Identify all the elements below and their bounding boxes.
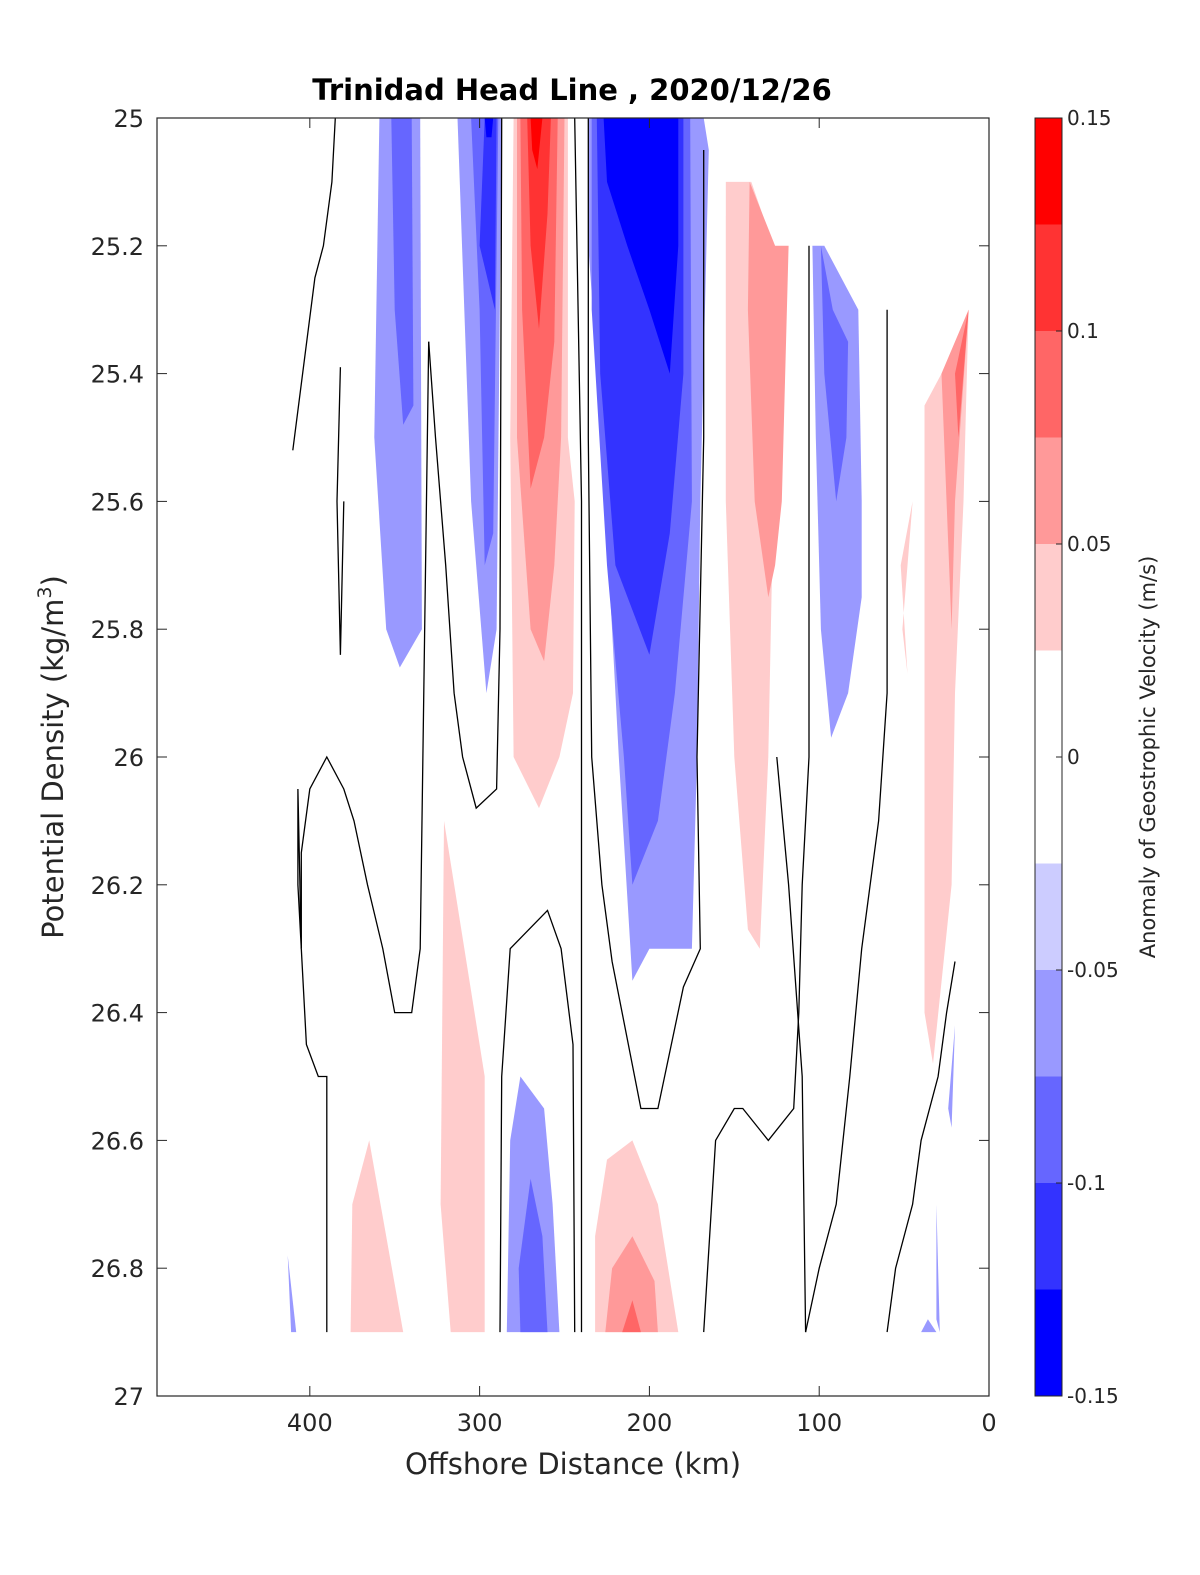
contour-region-red-deep-1 bbox=[440, 820, 485, 1333]
colorbar-tick-label-0.15: 0.15 bbox=[1067, 106, 1112, 130]
axes-box bbox=[156, 117, 990, 1397]
y-tick-label-25.2: 25.2 bbox=[91, 233, 144, 261]
y-tick-label-26.8: 26.8 bbox=[91, 1255, 144, 1283]
zero-contour-line-11 bbox=[804, 309, 888, 1333]
colorbar-tick-label--0.05: -0.05 bbox=[1067, 958, 1119, 982]
zero-contour-line-8 bbox=[703, 245, 810, 1333]
colorbar-segment-0 bbox=[1035, 1289, 1062, 1396]
y-tick-label-25.8: 25.8 bbox=[91, 616, 144, 644]
colorbar: -0.15 -0.1 -0.05 0 0.05 0.1 0.15 bbox=[1034, 106, 1119, 1408]
y-axis-label-main: Potential Density (kg/m bbox=[36, 599, 70, 939]
contour-region-red-main-l5 bbox=[530, 118, 543, 170]
colorbar-segment-6 bbox=[1035, 544, 1062, 651]
contour-region-red-far-east-2 bbox=[924, 309, 969, 1064]
colorbar-segment-7 bbox=[1035, 437, 1062, 544]
axes-frame bbox=[156, 117, 990, 1397]
chart-title: Trinidad Head Line , 2020/12/26 bbox=[312, 73, 832, 107]
y-tick-label-27: 27 bbox=[113, 1383, 144, 1411]
y-tick-label-25.4: 25.4 bbox=[91, 361, 144, 389]
contour-region-blue-deep-4 bbox=[936, 1204, 940, 1333]
colorbar-segment-9 bbox=[1035, 224, 1062, 331]
zero-contour-layer bbox=[292, 118, 956, 1333]
contour-plot-area bbox=[287, 118, 969, 1333]
contour-region-red-far-east-2-l3 bbox=[955, 309, 969, 438]
contour-region-red-main-l4 bbox=[527, 118, 551, 329]
y-axis-label: Potential Density (kg/m3) bbox=[34, 575, 70, 939]
contour-region-blue-deep-1-l2 bbox=[518, 1178, 548, 1333]
y-axis-ticks: 25 25.2 25.4 25.6 25.8 26 26.2 26.4 26.6 26.8 27 bbox=[91, 105, 989, 1411]
x-tick-label-400: 400 bbox=[287, 1409, 333, 1437]
y-tick-label-26.4: 26.4 bbox=[91, 1000, 144, 1028]
colorbar-segment-4 bbox=[1035, 863, 1062, 970]
y-tick-label-26.6: 26.6 bbox=[91, 1127, 144, 1155]
colorbar-tick-label--0.15: -0.15 bbox=[1067, 1384, 1119, 1408]
colorbar-segment-1 bbox=[1035, 1183, 1062, 1290]
contour-region-blue-mid-l4 bbox=[484, 118, 494, 138]
contour-region-red-deep-3-l2 bbox=[605, 1236, 658, 1333]
contour-region-red-east-l2 bbox=[747, 181, 789, 598]
zero-contour-line-1 bbox=[336, 367, 345, 655]
contour-region-red-far-east-1 bbox=[900, 501, 913, 674]
colorbar-tick-label--0.1: -0.1 bbox=[1067, 1171, 1106, 1195]
colorbar-segment-3 bbox=[1035, 970, 1062, 1077]
contour-region-blue-deep-2 bbox=[287, 1255, 297, 1333]
x-tick-label-100: 100 bbox=[796, 1409, 842, 1437]
y-tick-label-26.2: 26.2 bbox=[91, 872, 144, 900]
colorbar-label: Anomaly of Geostrophic Velocity (m/s) bbox=[1136, 556, 1160, 959]
zero-contour-line-5 bbox=[300, 341, 430, 1014]
x-axis-label: Offshore Distance (km) bbox=[405, 1447, 741, 1481]
contour-region-red-deep-2 bbox=[350, 1140, 404, 1333]
x-axis-ticks: 400 300 200 100 0 bbox=[287, 118, 997, 1437]
y-tick-label-25: 25 bbox=[113, 105, 144, 133]
zero-contour-line-3 bbox=[574, 118, 583, 1333]
x-tick-label-200: 200 bbox=[627, 1409, 673, 1437]
contour-region-blue-west-core bbox=[391, 118, 414, 425]
y-axis-label-close: ) bbox=[36, 575, 70, 586]
x-tick-label-300: 300 bbox=[457, 1409, 503, 1437]
zero-contour-line-0 bbox=[292, 118, 336, 451]
contour-region-blue-mid-l3 bbox=[479, 118, 497, 310]
y-axis-label-superscript: 3 bbox=[34, 586, 56, 598]
colorbar-segment-8 bbox=[1035, 331, 1062, 438]
colorbar-tick-label-0: 0 bbox=[1067, 745, 1080, 769]
y-tick-label-26: 26 bbox=[113, 744, 144, 772]
contour-region-blue-east-l2 bbox=[820, 245, 849, 502]
contour-region-red-deep-3-l3 bbox=[622, 1300, 641, 1333]
colorbar-tick-label-0.1: 0.1 bbox=[1067, 319, 1099, 343]
contour-region-blue-deep-5 bbox=[948, 1025, 955, 1128]
colorbar-segment-10 bbox=[1035, 118, 1062, 225]
zero-contour-line-2 bbox=[428, 118, 503, 810]
zero-contour-line-4 bbox=[587, 118, 705, 1110]
contour-fill-layer bbox=[287, 118, 969, 1333]
x-tick-label-0: 0 bbox=[981, 1409, 996, 1437]
contour-region-blue-deep-3 bbox=[921, 1319, 937, 1333]
colorbar-ticks: -0.15 -0.1 -0.05 0 0.05 0.1 0.15 bbox=[1056, 106, 1119, 1408]
colorbar-tick-label-0.05: 0.05 bbox=[1067, 532, 1112, 556]
zero-contour-line-9 bbox=[776, 756, 807, 1333]
y-tick-label-25.6: 25.6 bbox=[91, 488, 144, 516]
zero-contour-line-6 bbox=[297, 788, 328, 1333]
zero-contour-line-7 bbox=[499, 909, 576, 1333]
zero-contour-line-10 bbox=[886, 961, 956, 1333]
contour-region-blue-main-l5 bbox=[652, 118, 667, 182]
colorbar-segment-2 bbox=[1035, 1076, 1062, 1183]
